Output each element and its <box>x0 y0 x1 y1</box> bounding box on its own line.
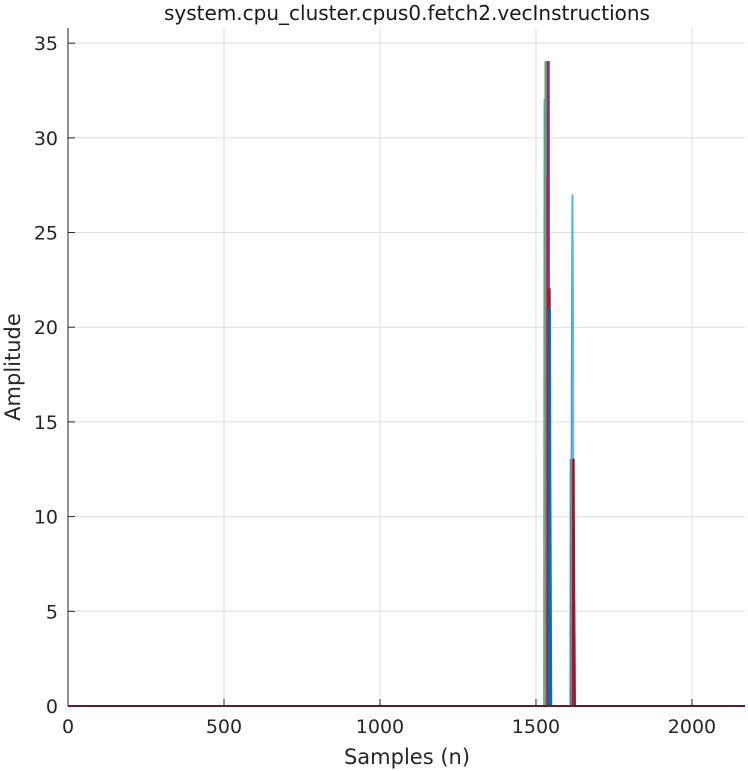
y-tick-label: 25 <box>34 223 58 245</box>
x-tick-label: 2000 <box>668 716 716 738</box>
series-line-5 <box>68 61 745 707</box>
y-tick-label: 20 <box>34 317 58 339</box>
chart-title: system.cpu_cluster.cpus0.fetch2.vecInstr… <box>164 1 650 25</box>
y-axis-label: Amplitude <box>1 313 25 421</box>
series-line-10 <box>68 194 745 707</box>
y-tick-label: 35 <box>34 33 58 55</box>
series-line-4 <box>68 174 745 707</box>
series-line-2 <box>68 61 745 707</box>
grid <box>68 28 745 706</box>
series-line-7 <box>68 307 745 707</box>
axes: 0 500 1000 1500 2000 0 5 10 15 20 25 30 35 <box>34 28 745 738</box>
series-line-11 <box>68 194 745 707</box>
series-line-6 <box>68 288 745 707</box>
series-line-9 <box>68 458 745 707</box>
y-tick-label: 15 <box>34 412 58 434</box>
x-tick-label: 1000 <box>356 716 404 738</box>
x-tick-label: 1500 <box>512 716 560 738</box>
y-tick-label: 0 <box>46 696 58 718</box>
y-tick-label: 30 <box>34 128 58 150</box>
series-group <box>68 61 745 707</box>
x-tick-label: 0 <box>62 716 74 738</box>
x-tick-label: 500 <box>206 716 242 738</box>
series-line-8 <box>68 458 745 707</box>
series-line-3 <box>68 61 745 707</box>
y-tick-label: 10 <box>34 507 58 529</box>
x-axis-label: Samples (n) <box>344 745 470 769</box>
series-line-1 <box>68 98 745 707</box>
y-tick-label: 5 <box>46 601 58 623</box>
series-line-12 <box>68 458 745 707</box>
